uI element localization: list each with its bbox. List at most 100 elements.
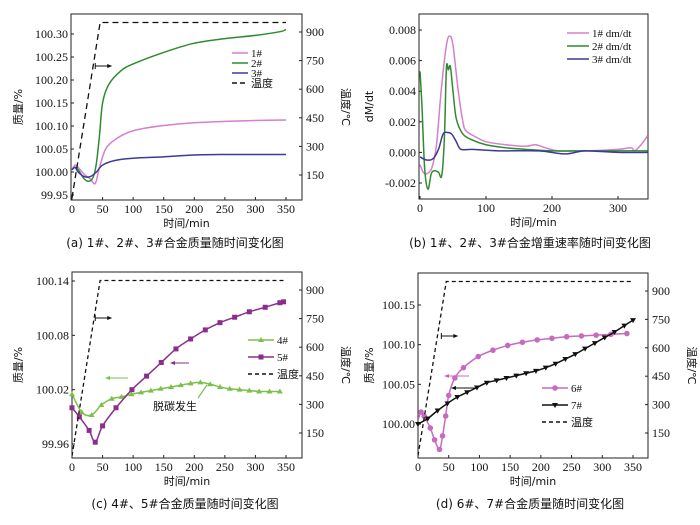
y-tick-label: 0.008	[389, 23, 416, 37]
x-tick-label: 0	[415, 460, 421, 474]
arrow-left-icon	[451, 386, 456, 390]
data-point-4#	[226, 385, 233, 391]
data-point-7#	[562, 356, 569, 362]
plot-frame	[418, 13, 649, 200]
data-point-7#	[513, 373, 520, 379]
data-point-7#	[464, 390, 471, 396]
data-point-7#	[454, 395, 461, 401]
data-point-6#	[431, 437, 438, 443]
data-point-5#	[86, 427, 92, 433]
data-point-7#	[630, 318, 636, 324]
data-point-4#	[168, 383, 175, 389]
data-point-4#	[256, 388, 263, 394]
data-point-5#	[76, 414, 82, 420]
legend-marker	[258, 337, 264, 342]
y2-tick-label: 450	[306, 369, 324, 383]
x-axis-label: 时间/min	[164, 475, 210, 488]
data-point-5#	[144, 373, 150, 379]
y-tick-label: 100.25	[35, 50, 68, 64]
data-point-7#	[621, 323, 628, 329]
x-tick-label: 350	[277, 202, 295, 216]
series-line-1#	[71, 119, 287, 185]
data-point-4#	[138, 389, 145, 395]
data-point-6#	[578, 333, 585, 339]
arrow-right-icon	[107, 316, 113, 320]
y-tick-label: 100.02	[36, 383, 69, 397]
x-tick-label: 200	[532, 460, 550, 474]
x-tick-label: 150	[155, 460, 173, 474]
data-point-6#	[624, 330, 630, 337]
legend-label: 4#	[277, 335, 289, 347]
y-tick-label: 100.20	[35, 73, 68, 87]
y2-tick-label: 300	[306, 397, 324, 411]
data-point-4#	[147, 387, 154, 393]
data-point-5#	[281, 299, 287, 305]
x-tick-label: 350	[624, 460, 642, 474]
data-point-4#	[69, 391, 75, 397]
x-tick-label: 100	[477, 201, 495, 215]
y2-tick-label: 150	[652, 426, 670, 440]
data-point-7#	[591, 341, 598, 347]
y-tick-label: 99.95	[41, 188, 68, 202]
y-tick-label: -0.002	[385, 176, 416, 190]
panel-caption: (a) 1#、2#、3#合金质量随时间变化图	[66, 235, 284, 250]
x-tick-label: 0	[417, 201, 423, 215]
series-line-5#	[72, 301, 284, 443]
data-point-6#	[460, 364, 467, 371]
data-point-4#	[128, 391, 135, 397]
y2-axis-label: 温度/℃	[339, 88, 353, 126]
x-tick-label: 0	[69, 460, 75, 474]
y2-tick-label: 900	[652, 284, 670, 298]
legend-marker	[552, 385, 558, 391]
series-line-温度	[72, 279, 286, 456]
data-point-7#	[493, 378, 500, 384]
y2-tick-label: 150	[306, 168, 324, 182]
data-point-5#	[100, 423, 106, 429]
data-point-5#	[277, 300, 283, 306]
x-tick-label: 100	[124, 202, 142, 216]
panel-caption: (b) 1#、2#、3#合金增重速率随时间变化图	[409, 235, 651, 250]
x-tick-label: 200	[185, 202, 203, 216]
data-point-4#	[197, 379, 204, 385]
data-point-4#	[98, 402, 105, 408]
data-point-6#	[490, 347, 496, 354]
legend-label: 6#	[571, 383, 583, 395]
series-line-2#	[71, 28, 287, 183]
data-point-5#	[202, 327, 208, 333]
y2-tick-label: 900	[306, 25, 324, 39]
series-line-温度	[418, 280, 633, 456]
data-point-4#	[187, 380, 194, 386]
x-tick-label: 200	[543, 201, 561, 215]
y-tick-label: 100.05	[382, 377, 415, 391]
panel-caption: (c) 4#、5#合金质量随时间变化图	[91, 496, 278, 511]
series-line-3#	[71, 153, 286, 178]
data-point-6#	[418, 409, 424, 415]
chart-panel-d: 0 50 100 150 200 250 300 350 100.00 100.05 100.10 1…	[363, 272, 699, 511]
chart-panel-c: 0 50 100 150 200 250 300 350 99.96 100.02 100.08 10…	[12, 271, 353, 511]
x-tick-label: 150	[501, 460, 519, 474]
legend-label: 温度	[277, 367, 299, 381]
annotation-pointer	[197, 384, 208, 399]
legend-marker	[258, 354, 264, 360]
data-point-5#	[69, 405, 75, 411]
data-point-5#	[173, 346, 179, 352]
data-point-6#	[534, 337, 540, 343]
data-point-4#	[276, 388, 283, 394]
data-point-7#	[601, 335, 608, 341]
data-point-6#	[549, 335, 555, 342]
data-point-4#	[207, 381, 214, 387]
series-line-4#	[72, 381, 280, 417]
arrow-left-icon	[105, 376, 110, 380]
y-tick-label: 100.10	[35, 119, 68, 133]
data-point-7#	[424, 416, 431, 422]
x-tick-label: 100	[124, 460, 142, 474]
panel-caption: (d) 6#、7#合金质量随时间变化图	[436, 496, 624, 511]
x-tick-label: 250	[216, 460, 234, 474]
x-tick-label: 200	[185, 460, 203, 474]
x-tick-label: 50	[443, 460, 455, 474]
data-point-5#	[246, 309, 252, 315]
data-point-7#	[434, 408, 441, 414]
y-axis-label: 质量/%	[12, 347, 25, 383]
y-tick-label: 100.05	[35, 142, 68, 156]
x-axis-label: 时间/min	[510, 216, 556, 229]
